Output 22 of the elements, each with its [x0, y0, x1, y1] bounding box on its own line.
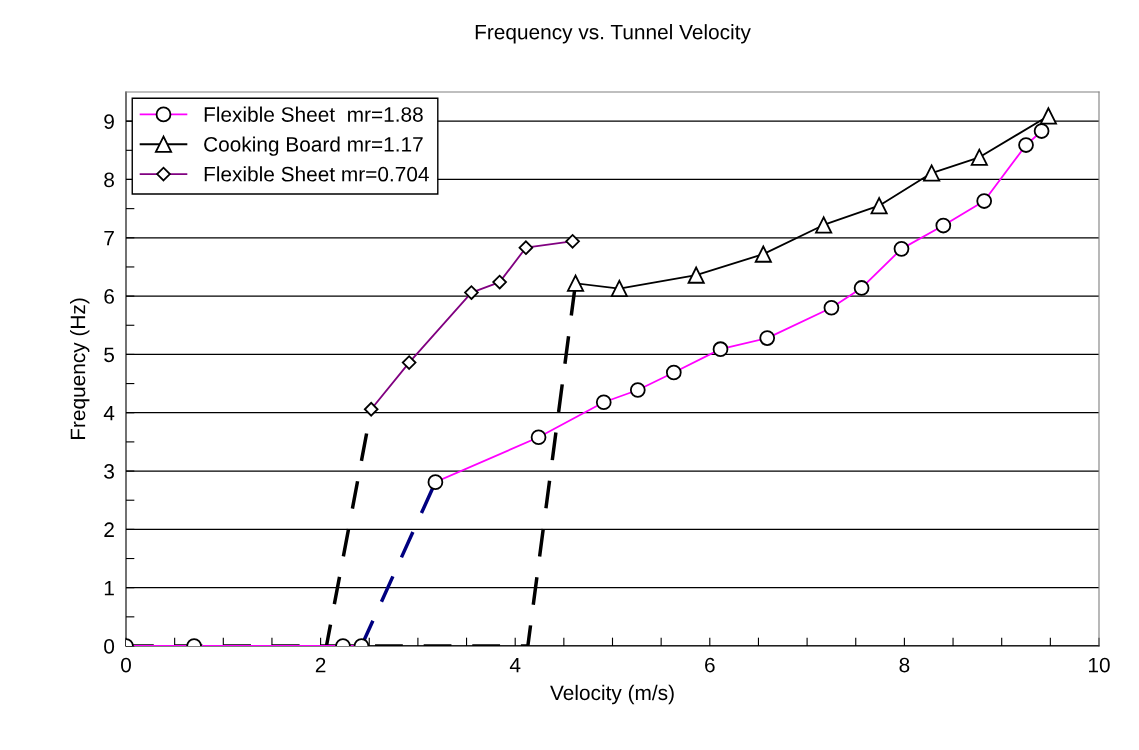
- x-tick-label: 2: [315, 657, 326, 673]
- y-tick-label: 7: [104, 231, 114, 246]
- y-tick-label: 2: [104, 522, 114, 537]
- y-tick-label: 4: [103, 405, 115, 421]
- legend-label: Flexible Sheet mr=1.88: [204, 106, 423, 122]
- y-axis-title: Frequency (Hz): [69, 298, 90, 440]
- y-tick-label: 1: [104, 580, 114, 596]
- legend-label: Cooking Board mr=1.17: [204, 136, 423, 156]
- y-tick-label: 6: [104, 289, 114, 304]
- x-tick-label: 6: [705, 657, 715, 673]
- x-axis-title: Velocity (m/s): [550, 684, 674, 705]
- legend-label: Flexible Sheet mr=0.704: [204, 166, 429, 182]
- x-tick-label: 0: [121, 657, 131, 673]
- y-tick-label: 8: [104, 172, 114, 188]
- x-tick-label: 10: [1089, 657, 1110, 673]
- y-tick-label: 0: [104, 639, 115, 654]
- y-tick-label: 9: [104, 114, 114, 129]
- x-tick-label: 4: [509, 657, 521, 673]
- y-tick-label: 5: [104, 347, 115, 363]
- chart-title: Frequency vs. Tunnel Velocity: [475, 24, 751, 44]
- y-tick-label: 3: [104, 464, 114, 479]
- x-tick-label: 8: [899, 657, 910, 673]
